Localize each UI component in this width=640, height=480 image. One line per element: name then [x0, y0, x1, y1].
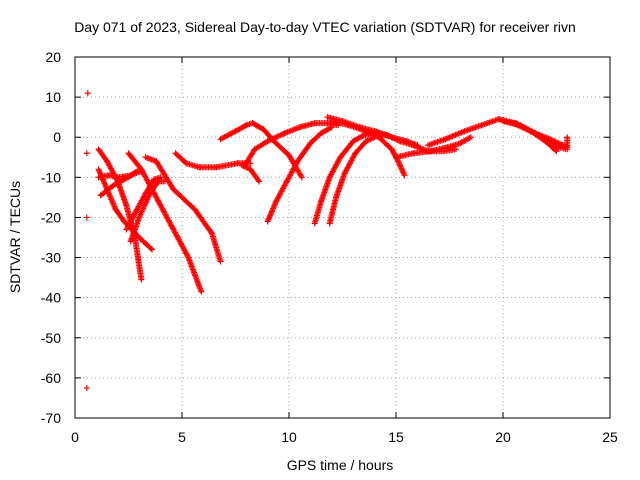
y-tick-label: -30 [41, 250, 61, 266]
y-tick-label: -70 [41, 410, 61, 426]
series-17 [328, 118, 408, 179]
series-24-marker [564, 134, 571, 141]
y-tick-label: -10 [41, 169, 61, 185]
series-4-marker [130, 171, 137, 178]
series-11 [238, 162, 263, 185]
series-23 [532, 130, 571, 151]
series-11-marker [256, 178, 263, 185]
series-2-marker [149, 246, 156, 253]
series-8 [142, 154, 224, 265]
series-6 [125, 150, 205, 295]
series-19-marker [466, 134, 473, 141]
series-13-marker [327, 124, 334, 131]
series-0-marker [83, 384, 90, 391]
y-tick-label: -40 [41, 290, 61, 306]
y-tick-label: -50 [41, 330, 61, 346]
series-0-marker [83, 150, 90, 157]
series-0-marker [84, 90, 91, 97]
grid-lines [75, 57, 610, 418]
y-tick-label: -60 [41, 370, 61, 386]
plot-frame [74, 56, 611, 419]
series-10-marker [298, 172, 305, 179]
series-19 [393, 134, 474, 161]
chart-title: Day 071 of 2023, Sidereal Day-to-day VTE… [74, 19, 576, 35]
series-24 [564, 134, 571, 151]
series-9 [172, 150, 254, 171]
x-axis-label: GPS time / hours [287, 457, 394, 473]
x-tick-label: 10 [281, 429, 297, 445]
x-tick-label: 20 [495, 429, 511, 445]
series-2-marker [147, 245, 154, 252]
series-6-marker [184, 253, 191, 260]
series-1-marker [138, 276, 145, 283]
x-tick-label: 5 [178, 429, 186, 445]
series-7 [127, 178, 168, 245]
series-10-marker [241, 122, 248, 129]
series-6-marker [198, 288, 205, 295]
series-17-marker [401, 172, 408, 179]
x-tick-label: 15 [388, 429, 404, 445]
series-11-marker [255, 177, 262, 184]
y-axis-label: SDTVAR / TECUs [7, 181, 23, 293]
x-tick-label: 0 [71, 429, 79, 445]
series-14-marker [359, 132, 366, 139]
series-18 [371, 128, 459, 155]
y-tick-label: 10 [45, 89, 61, 105]
series-21-marker [553, 148, 560, 155]
x-tick-label: 25 [602, 429, 618, 445]
y-tick-label: 0 [53, 129, 61, 145]
y-tick-label: 20 [45, 49, 61, 65]
series-8-marker [217, 258, 224, 265]
data-marks [83, 90, 571, 391]
axis-ticks: 0 5 10 15 20 25 20 10 0 -10 -20 -30 -40 -50 -60 -70 [41, 49, 618, 445]
y-tick-label: -20 [41, 209, 61, 225]
series-0-marker [83, 214, 90, 221]
series-12 [243, 120, 342, 167]
series-13-marker [328, 124, 335, 131]
series-10-marker [298, 174, 305, 181]
series-19-marker [467, 134, 474, 141]
series-13 [264, 124, 335, 225]
